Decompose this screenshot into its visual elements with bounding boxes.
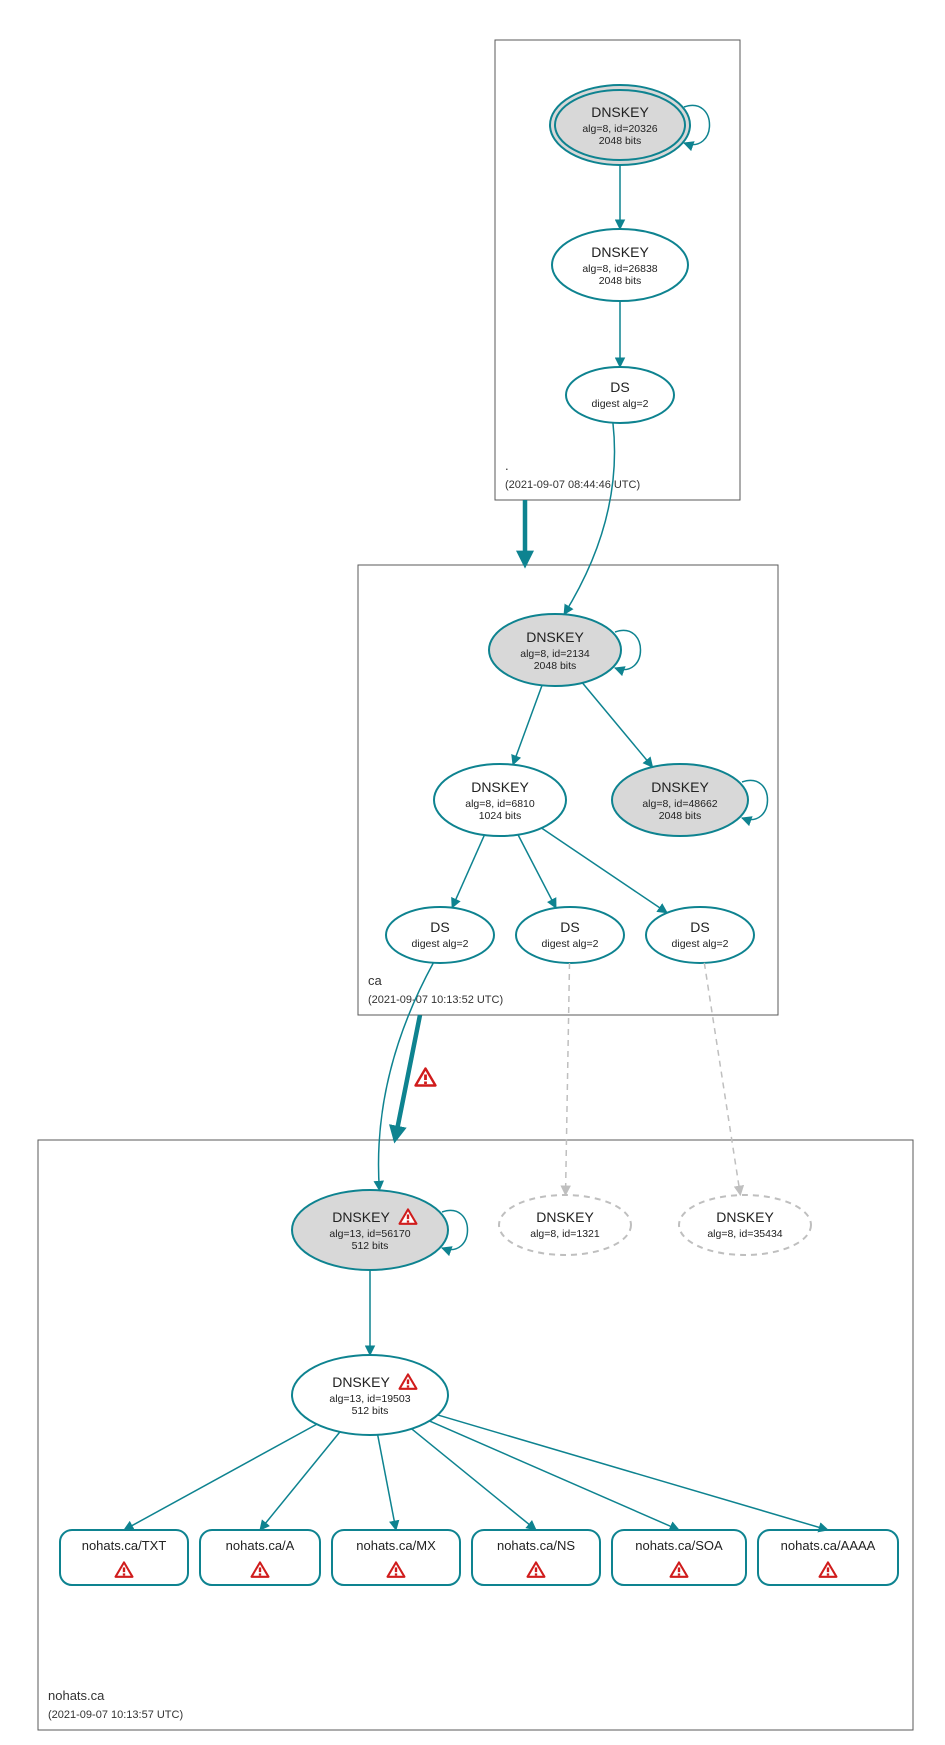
node-detail: 2048 bits — [599, 275, 642, 287]
node-detail: 512 bits — [352, 1405, 389, 1417]
node-detail: digest alg=2 — [412, 938, 469, 950]
node-ca_ds3: DS digest alg=2 — [646, 907, 754, 963]
node-detail: alg=8, id=2134 — [520, 648, 590, 660]
rr-rr_a: nohats.ca/A — [200, 1530, 320, 1585]
zone-name: . — [505, 458, 509, 473]
node-root_ds: DS digest alg=2 — [566, 367, 674, 423]
node-detail: 2048 bits — [659, 810, 702, 822]
node-title: DNSKEY — [471, 779, 529, 795]
chain-edge — [452, 835, 484, 908]
node-ca_ksk: DNSKEY alg=8, id=21342048 bits — [489, 614, 641, 686]
chain-edge — [564, 423, 614, 615]
rr-edge — [260, 1432, 340, 1530]
zone-name: nohats.ca — [48, 1688, 105, 1703]
node-root_zsk: DNSKEY alg=8, id=268382048 bits — [552, 229, 688, 301]
zone-timestamp: (2021-09-07 10:13:52 UTC) — [368, 994, 503, 1006]
rr-label: nohats.ca/TXT — [82, 1538, 167, 1553]
node-nh_zsk: DNSKEY alg=13, id=19503512 bits — [292, 1355, 448, 1435]
node-nh_ghost1: DNSKEY alg=8, id=1321 — [499, 1195, 631, 1255]
node-title: DNSKEY — [716, 1209, 774, 1225]
node-title: DS — [560, 919, 579, 935]
rr-label: nohats.ca/A — [226, 1538, 295, 1553]
rr-rr_txt: nohats.ca/TXT — [60, 1530, 188, 1585]
chain-edge — [582, 683, 652, 767]
rr-label: nohats.ca/AAAA — [781, 1538, 876, 1553]
zone-name: ca — [368, 973, 383, 988]
node-title: DNSKEY — [591, 244, 649, 260]
rr-edge — [124, 1424, 317, 1530]
rr-label: nohats.ca/SOA — [635, 1538, 723, 1553]
chain-edge — [566, 963, 570, 1195]
node-detail: alg=8, id=1321 — [530, 1228, 600, 1240]
rr-rr_aaaa: nohats.ca/AAAA — [758, 1530, 898, 1585]
node-title: DS — [690, 919, 709, 935]
node-detail: 512 bits — [352, 1240, 389, 1252]
node-title: DNSKEY — [526, 629, 584, 645]
node-title: DNSKEY — [536, 1209, 594, 1225]
node-detail: digest alg=2 — [542, 938, 599, 950]
zone-timestamp: (2021-09-07 10:13:57 UTC) — [48, 1709, 183, 1721]
node-title: DS — [430, 919, 449, 935]
rr-label: nohats.ca/NS — [497, 1538, 575, 1553]
node-detail: 2048 bits — [599, 135, 642, 147]
node-root_ksk: DNSKEY alg=8, id=203262048 bits — [550, 85, 710, 165]
rr-rr_mx: nohats.ca/MX — [332, 1530, 460, 1585]
chain-edge — [518, 835, 556, 908]
node-detail: 2048 bits — [534, 660, 577, 672]
node-title: DS — [610, 379, 629, 395]
chain-edge — [704, 963, 740, 1195]
node-ca_ds1: DS digest alg=2 — [386, 907, 494, 963]
rr-rr_soa: nohats.ca/SOA — [612, 1530, 746, 1585]
rr-rr_ns: nohats.ca/NS — [472, 1530, 600, 1585]
node-title: DNSKEY — [332, 1374, 390, 1390]
warning-icon — [416, 1069, 436, 1086]
node-detail: digest alg=2 — [672, 938, 729, 950]
rr-edge — [438, 1415, 828, 1530]
rr-edge — [412, 1429, 536, 1530]
node-title: DNSKEY — [332, 1209, 390, 1225]
node-ca_zsk: DNSKEY alg=8, id=68101024 bits — [434, 764, 566, 836]
chain-edge — [513, 685, 542, 764]
node-detail: digest alg=2 — [592, 398, 649, 410]
node-nh_ksk: DNSKEY alg=13, id=56170512 bits — [292, 1190, 468, 1270]
node-detail: alg=13, id=19503 — [329, 1393, 410, 1405]
rr-label: nohats.ca/MX — [356, 1538, 436, 1553]
node-nh_ghost2: DNSKEY alg=8, id=35434 — [679, 1195, 811, 1255]
node-title: DNSKEY — [591, 104, 649, 120]
node-title: DNSKEY — [651, 779, 709, 795]
zone-delegation-edge — [395, 1015, 420, 1140]
chain-edge — [541, 828, 667, 913]
node-detail: alg=8, id=26838 — [582, 263, 657, 275]
rr-edge — [378, 1435, 396, 1530]
node-detail: alg=8, id=6810 — [465, 798, 535, 810]
node-ca_ksk2: DNSKEY alg=8, id=486622048 bits — [612, 764, 768, 836]
node-detail: alg=8, id=48662 — [642, 798, 717, 810]
node-detail: alg=8, id=20326 — [582, 123, 657, 135]
zone-timestamp: (2021-09-07 08:44:46 UTC) — [505, 479, 640, 491]
node-detail: 1024 bits — [479, 810, 522, 822]
node-detail: alg=13, id=56170 — [329, 1228, 410, 1240]
node-ca_ds2: DS digest alg=2 — [516, 907, 624, 963]
node-detail: alg=8, id=35434 — [707, 1228, 782, 1240]
